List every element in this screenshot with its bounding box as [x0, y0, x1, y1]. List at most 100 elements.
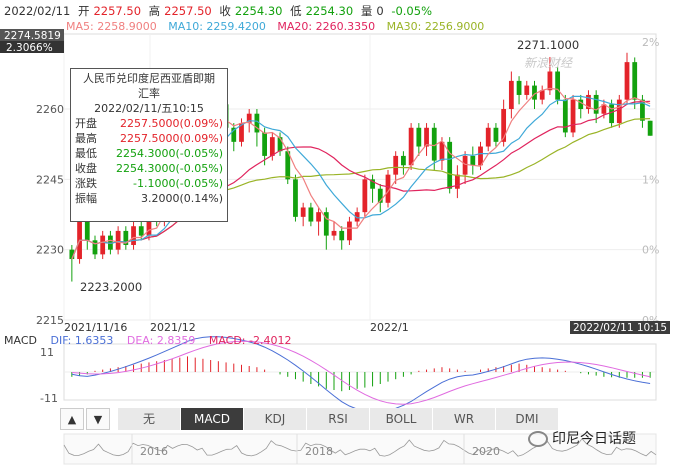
tab-wr[interactable]: WR	[433, 408, 496, 430]
candle-body	[593, 94, 599, 114]
tooltip-row-value: 2257.5000(0.09%)	[119, 132, 223, 145]
candle-body	[647, 120, 653, 136]
candle-body	[408, 127, 414, 166]
candle-body	[131, 226, 136, 245]
candle-body	[609, 104, 614, 124]
indicator-tabs: ▲ ▼ 无 MACD KDJ RSI BOLL WR DMI	[60, 408, 559, 430]
tab-none[interactable]: 无	[118, 408, 181, 430]
ma-legend: MA5: 2258.9000 MA10: 2259.4200 MA20: 226…	[66, 20, 492, 33]
candle-body	[562, 99, 568, 133]
candle-body	[524, 85, 530, 95]
prev-indicator-button[interactable]: ▲	[60, 408, 84, 430]
candle-body	[570, 99, 576, 133]
candle-body	[401, 155, 406, 166]
tooltip-date: 2022/02/11/五10:15	[94, 102, 204, 115]
quote-date: 2022/02/11	[4, 4, 71, 18]
candle-body	[385, 174, 391, 203]
high-value: 2257.50	[164, 4, 212, 18]
current-time-box	[570, 321, 670, 334]
tooltip-row: 开盘 2257.5000(0.09%)	[71, 116, 227, 131]
candle-body	[254, 113, 260, 133]
tooltip-row-value: -1.1000(-0.05%)	[133, 177, 223, 190]
close-value: 2254.30	[234, 4, 283, 18]
candle-body	[308, 207, 314, 222]
top-pct-label: 2.3066%	[6, 42, 53, 54]
top-pct-box	[0, 41, 64, 53]
candle-body	[393, 155, 399, 175]
candle-body	[547, 71, 553, 91]
candle-body	[115, 230, 121, 250]
candle-body	[516, 80, 522, 95]
candle-body	[138, 226, 144, 236]
percent-tick-label: 0%	[642, 244, 659, 257]
tooltip-title-line2: 汇率	[138, 87, 160, 100]
change-percent: -0.05%	[391, 4, 432, 18]
dea-label: DEA: 2.8359	[126, 334, 196, 347]
macd-tick-label: -11	[40, 392, 58, 405]
dea-line	[71, 340, 651, 405]
next-indicator-button[interactable]: ▼	[86, 408, 110, 430]
candle-body	[347, 221, 352, 241]
candle-body	[354, 212, 360, 222]
candle-body	[231, 127, 237, 142]
volume-label: 量	[360, 4, 373, 18]
wechat-icon	[528, 431, 548, 447]
tooltip-row: 振幅 3.2000(0.14%)	[71, 191, 227, 206]
tooltip-row: 最高 2257.5000(0.09%)	[71, 131, 227, 146]
dif-label: DIF: 1.6353	[50, 334, 114, 347]
candle-body	[108, 235, 113, 250]
tooltip-row-label: 开盘	[75, 117, 97, 130]
candle-body	[616, 99, 622, 124]
x-tick-label: 2021/12	[150, 321, 196, 334]
tab-kdj[interactable]: KDJ	[244, 408, 307, 430]
volume-value: 0	[376, 4, 384, 18]
macd-legend: MACD DIF: 1.6353 DEA: 2.8359 MACD: -2.40…	[4, 334, 301, 347]
tooltip-row-value: 2254.3000(-0.05%)	[116, 162, 223, 175]
current-time-label: 2022/02/11 10:15	[573, 322, 667, 334]
x-tick-label: 2022/1	[370, 321, 409, 334]
tab-boll[interactable]: BOLL	[370, 408, 433, 430]
candle-body	[624, 62, 630, 100]
candle-body	[246, 113, 252, 124]
tooltip-row-value: 2257.5000(0.09%)	[119, 117, 223, 130]
candle-body	[123, 230, 129, 245]
tab-rsi[interactable]: RSI	[307, 408, 370, 430]
tooltip-row: 收盘 2254.3000(-0.05%)	[71, 161, 227, 176]
candle-body	[447, 141, 453, 189]
ma10-line	[71, 95, 651, 260]
close-label: 收	[219, 4, 231, 18]
tooltip-row-label: 收盘	[75, 162, 97, 175]
price-tick-label: 2230	[36, 244, 64, 257]
tooltip-row: 涨跌 -1.1000(-0.05%)	[71, 176, 227, 191]
tooltip-row-label: 振幅	[75, 192, 97, 205]
candle-body	[146, 212, 152, 236]
percent-tick-label: 2%	[642, 36, 659, 49]
high-label: 高	[148, 4, 161, 18]
candle-body	[532, 85, 537, 100]
overview-year-label: 2016	[140, 445, 168, 458]
tab-macd[interactable]: MACD	[181, 408, 244, 430]
candle-body	[300, 207, 306, 217]
ma30-label: MA30: 2256.9000	[386, 20, 485, 33]
candle-body	[462, 155, 468, 175]
price-tick-label: 2215	[36, 314, 64, 327]
candle-body	[239, 123, 244, 142]
low-label: 低	[290, 4, 302, 18]
candle-body	[416, 127, 422, 147]
candle-body	[323, 212, 329, 236]
candle-body	[539, 90, 545, 100]
dif-line	[71, 336, 651, 413]
overview-year-label: 2020	[472, 445, 500, 458]
candle-body	[439, 141, 445, 161]
candle-body	[601, 104, 607, 114]
candle-body	[431, 127, 437, 161]
ma5-label: MA5: 2258.9000	[66, 20, 157, 33]
percent-tick-label: 1%	[642, 173, 659, 186]
tab-dmi[interactable]: DMI	[496, 408, 559, 430]
tooltip-row-label: 最高	[75, 132, 97, 145]
ma20-label: MA20: 2260.3350	[277, 20, 376, 33]
candle-body	[339, 230, 345, 241]
tooltip-row-value: 3.2000(0.14%)	[140, 192, 223, 205]
candle-body	[316, 212, 321, 222]
